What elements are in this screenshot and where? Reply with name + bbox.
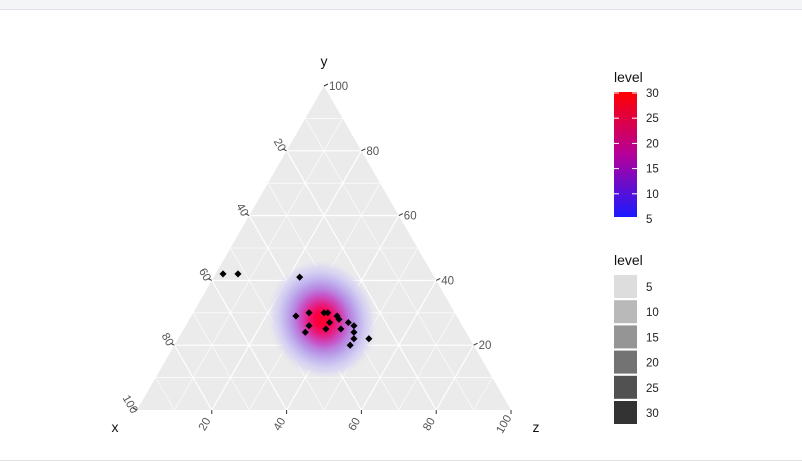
data-point bbox=[326, 318, 334, 327]
fill-legend-title: level bbox=[614, 69, 643, 85]
gridline bbox=[473, 377, 493, 411]
gridline bbox=[173, 344, 213, 411]
alpha-legend-title: level bbox=[614, 252, 643, 268]
data-point bbox=[350, 328, 358, 336]
fill-legend-label: 10 bbox=[646, 189, 659, 201]
right-axis-tick-label: 100 bbox=[494, 413, 514, 436]
alpha-legend-key bbox=[614, 350, 637, 374]
data-point bbox=[344, 318, 352, 327]
gridline bbox=[211, 280, 288, 411]
fill-legend-label: 25 bbox=[646, 113, 659, 125]
data-point bbox=[346, 341, 354, 349]
left-axis-tick-label: 40 bbox=[233, 202, 250, 219]
alpha-legend-key bbox=[614, 300, 637, 324]
density-contours bbox=[272, 265, 373, 375]
axis-title-top: y bbox=[321, 53, 328, 69]
data-point bbox=[305, 322, 313, 330]
data-point bbox=[324, 309, 332, 317]
data-point bbox=[219, 270, 227, 278]
top-axis-tick-label: 60 bbox=[404, 211, 417, 223]
alpha-legend-label: 5 bbox=[646, 282, 652, 294]
gridline bbox=[360, 280, 437, 411]
window-bottom-line bbox=[0, 460, 802, 461]
right-axis-tick-label: 60 bbox=[346, 416, 363, 433]
axis-tick bbox=[361, 148, 366, 152]
alpha-legend-label: 25 bbox=[646, 383, 659, 395]
alpha-legend-key bbox=[614, 375, 637, 399]
data-point bbox=[301, 328, 309, 336]
alpha-legend-label: 30 bbox=[646, 408, 659, 420]
top-axis-tick-label: 20 bbox=[479, 340, 492, 352]
fill-legend-label: 5 bbox=[646, 214, 652, 226]
gridline bbox=[398, 312, 456, 411]
axis-tick bbox=[282, 148, 287, 152]
data-point bbox=[292, 312, 300, 320]
data-points bbox=[219, 270, 373, 349]
axis-tick bbox=[170, 342, 175, 346]
gridline bbox=[155, 377, 175, 411]
data-point bbox=[350, 335, 358, 343]
top-axis-tick-label: 40 bbox=[441, 275, 454, 287]
data-point bbox=[305, 309, 313, 317]
alpha-legend-key bbox=[614, 275, 637, 298]
axis-tick bbox=[207, 277, 213, 281]
right-axis-tick-label: 80 bbox=[421, 416, 438, 433]
data-point bbox=[365, 335, 373, 343]
data-point bbox=[320, 309, 328, 317]
data-point bbox=[234, 270, 242, 278]
alpha-legend-label: 15 bbox=[646, 332, 659, 344]
gridline bbox=[192, 312, 250, 411]
axis-tick bbox=[473, 342, 478, 346]
data-point bbox=[350, 322, 358, 330]
top-axis-tick-label: 80 bbox=[366, 146, 379, 158]
left-axis-tick-label: 80 bbox=[159, 331, 176, 348]
left-axis-tick-label: 60 bbox=[196, 266, 213, 283]
top-axis-tick-label: 100 bbox=[329, 81, 348, 93]
alpha-legend-label: 10 bbox=[646, 307, 659, 319]
fill-legend-label: 15 bbox=[646, 164, 659, 176]
fill-legend-label: 30 bbox=[646, 88, 659, 100]
window-top-strip bbox=[0, 0, 802, 10]
fill-legend-ticks: 30 25 20 15 10 5 bbox=[614, 88, 659, 226]
axis-tick bbox=[435, 277, 441, 281]
right-axis-tick-label: 20 bbox=[197, 416, 214, 433]
gridline bbox=[305, 118, 474, 411]
data-point bbox=[296, 273, 304, 281]
gridline bbox=[174, 118, 343, 411]
alpha-legend-label: 20 bbox=[646, 358, 659, 370]
axis-tick bbox=[132, 407, 138, 411]
fill-legend-label: 20 bbox=[646, 138, 659, 150]
alpha-legend-key bbox=[614, 401, 637, 424]
left-axis-tick-label: 20 bbox=[271, 137, 288, 154]
gridline bbox=[435, 344, 475, 411]
alpha-legend-key bbox=[614, 325, 637, 349]
data-point bbox=[322, 325, 330, 333]
axis-tick bbox=[398, 213, 404, 217]
data-point bbox=[335, 315, 343, 323]
right-axis-tick-label: 40 bbox=[272, 416, 289, 433]
axis-title-right: z bbox=[533, 419, 540, 435]
alpha-legend: 5 10 15 20 25 30 bbox=[614, 275, 659, 424]
data-point bbox=[337, 325, 345, 333]
fill-legend-colorbar bbox=[614, 92, 637, 217]
axis-tick bbox=[323, 83, 329, 87]
left-axis-tick-label: 100 bbox=[120, 393, 140, 416]
axis-title-left: x bbox=[112, 419, 119, 435]
density-cluster-main bbox=[272, 265, 373, 375]
axis-tick bbox=[244, 213, 250, 217]
